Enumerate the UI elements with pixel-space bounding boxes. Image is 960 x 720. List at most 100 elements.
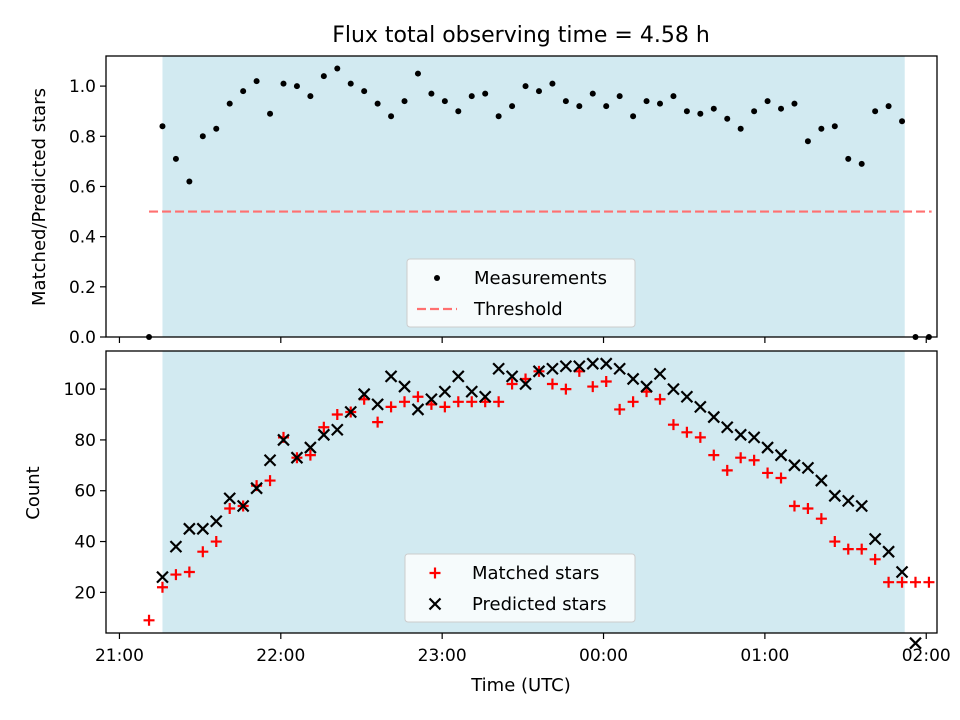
- x-tick-label: 02:00: [902, 646, 951, 666]
- measurement-point: [428, 90, 435, 97]
- predicted-stars-point: [304, 441, 317, 454]
- matched-stars-point: [385, 401, 397, 413]
- measurement-point: [240, 88, 247, 95]
- predicted-stars-point: [371, 398, 384, 411]
- matched-stars-point: [735, 452, 747, 464]
- measurement-point: [845, 155, 852, 162]
- predicted-stars-point: [263, 453, 277, 467]
- measurement-point: [831, 123, 838, 130]
- legend-label: Threshold: [473, 299, 563, 320]
- matched-stars-point: [856, 543, 868, 555]
- measurement-point: [858, 160, 865, 167]
- x-tick-label: 00:00: [579, 646, 628, 666]
- measurement-point: [657, 100, 663, 107]
- matched-stars-point: [802, 503, 814, 515]
- matched-stars-point: [399, 396, 411, 408]
- top-y-axis-label: Matched/Predicted stars: [29, 88, 50, 306]
- predicted-stars-point: [183, 522, 196, 536]
- count-panel: 20 40 60 80 100 21:00 22:00 23:00 00:00 01:00 02:0…: [64, 350, 951, 666]
- measurement-point: [804, 138, 811, 145]
- measurement-point: [509, 103, 516, 110]
- legend-box: [406, 258, 636, 328]
- x-tick-label: 23:00: [418, 646, 467, 666]
- predicted-stars-point: [774, 448, 788, 462]
- predicted-stars-point: [331, 423, 344, 437]
- matched-stars-point: [708, 449, 720, 461]
- predicted-stars-point: [559, 359, 573, 373]
- predicted-stars-point: [169, 540, 183, 553]
- measurement-point: [334, 65, 341, 72]
- matched-stars-point: [748, 454, 760, 466]
- measurement-point: [899, 118, 906, 125]
- predicted-stars-point: [747, 431, 761, 444]
- y-tick-label: 0.0: [69, 328, 96, 348]
- measurement-point: [307, 93, 314, 100]
- predicted-stars-point: [680, 390, 694, 404]
- matched-stars-point: [627, 396, 639, 408]
- predicted-stars-point: [317, 428, 331, 442]
- predicted-stars-point: [828, 489, 842, 503]
- measurement-point: [347, 80, 354, 87]
- measurement-point: [751, 108, 758, 115]
- predicted-stars-point: [788, 459, 801, 472]
- matched-stars-point: [721, 464, 733, 476]
- measurement-point: [872, 108, 879, 115]
- predicted-stars-point: [546, 362, 559, 376]
- matched-stars-point: [909, 576, 921, 588]
- chart-title: Flux total observing time = 4.58 h: [332, 23, 710, 48]
- measurement-point: [374, 100, 381, 107]
- legend: Matched stars Predicted stars: [404, 553, 636, 623]
- measurement-point: [562, 98, 569, 105]
- matched-stars-point: [331, 409, 343, 421]
- predicted-stars-point: [290, 451, 304, 464]
- legend-box: [404, 553, 636, 623]
- measurement-point: [482, 90, 489, 97]
- matched-stars-point: [896, 576, 908, 588]
- predicted-stars-point: [761, 441, 774, 454]
- y-tick-label: 0.8: [69, 127, 96, 147]
- predicted-stars-point: [236, 499, 250, 513]
- predicted-stars-point: [599, 357, 613, 370]
- predicted-stars-point: [425, 392, 438, 406]
- x-tick-label: 21:00: [95, 646, 144, 666]
- axes-frame: [105, 350, 938, 634]
- measurement-point: [388, 113, 395, 120]
- predicted-stars-point: [250, 481, 263, 495]
- predicted-stars-point: [882, 545, 895, 558]
- measurement-point: [441, 98, 448, 105]
- predicted-stars-point: [855, 499, 868, 513]
- matched-stars-point: [210, 536, 222, 548]
- matched-stars-point: [923, 576, 935, 588]
- predicted-stars-point: [586, 357, 600, 370]
- measurement-point: [724, 115, 731, 122]
- measurement-point: [320, 73, 327, 80]
- measurement-point: [293, 83, 300, 90]
- measurement-point: [159, 123, 166, 130]
- predicted-stars-point: [384, 370, 398, 383]
- y-tick-label: 1.0: [69, 77, 96, 97]
- measurement-point: [630, 113, 637, 120]
- measurement-point: [401, 98, 408, 105]
- predicted-stars-point: [277, 433, 290, 447]
- y-tick-label: 60: [74, 482, 96, 502]
- y-tick-label: 40: [74, 533, 96, 553]
- matched-stars-point: [452, 396, 464, 408]
- measurement-point: [213, 125, 220, 132]
- predicted-stars-point: [626, 372, 640, 386]
- measurement-point: [186, 178, 193, 185]
- measurement-point: [172, 155, 179, 162]
- matched-stars-point: [183, 566, 195, 578]
- x-axis-label: Time (UTC): [470, 675, 571, 696]
- legend-predicted-marker: [428, 597, 442, 611]
- measurement-point: [764, 98, 771, 105]
- measurement-point: [670, 93, 677, 100]
- matched-stars-point: [762, 467, 774, 479]
- measurement-point: [253, 78, 260, 85]
- measurement-point: [616, 93, 623, 100]
- predicted-stars-point: [720, 420, 734, 434]
- measurement-point: [589, 90, 596, 97]
- matched-stars-point: [156, 581, 168, 593]
- measurement-point: [535, 88, 542, 95]
- matched-stars-point: [614, 403, 626, 415]
- predicted-stars-point: [707, 410, 721, 424]
